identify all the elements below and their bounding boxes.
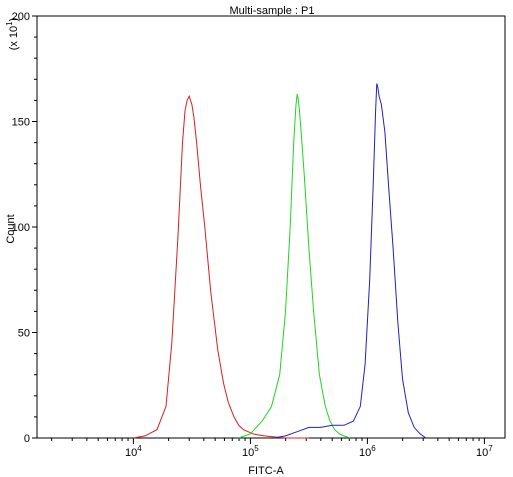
chart-title: Multi-sample : P1: [230, 5, 315, 17]
y-tick-label: 0: [24, 433, 30, 445]
x-tick-label: 107: [476, 444, 493, 459]
plot-frame: [36, 15, 506, 439]
y-tick-label: 150: [12, 117, 30, 129]
y-tick-label: 200: [12, 11, 30, 23]
svg-text:(x 101): (x 101): [5, 18, 20, 51]
y-tick-label: 50: [18, 328, 30, 340]
series-line-2: [238, 94, 350, 439]
y-multiplier-label: (x 101): [5, 18, 20, 51]
x-tick-label: 106: [359, 444, 376, 459]
series-line-3: [273, 83, 427, 439]
series-line-1: [133, 94, 309, 439]
x-axis-title: FITC-A: [248, 465, 284, 477]
x-tick-label: 105: [242, 444, 259, 459]
y-tick-label: 100: [12, 222, 30, 234]
y-axis-title: Count: [5, 214, 17, 243]
x-tick-label: 104: [125, 444, 142, 459]
